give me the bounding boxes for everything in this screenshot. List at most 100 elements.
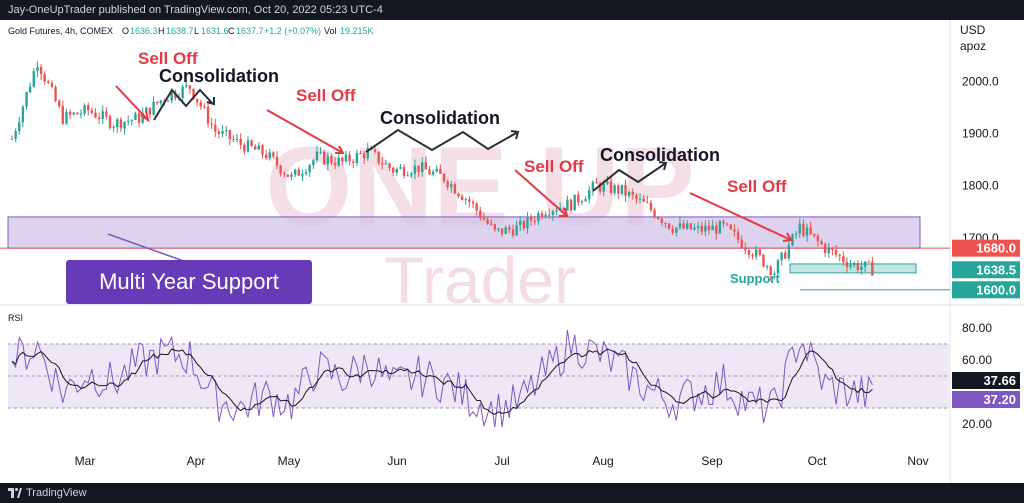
candle-body [304, 172, 308, 175]
candle-body [762, 254, 765, 267]
high-label: H [158, 26, 165, 36]
candle-body [540, 213, 544, 218]
candle-body [566, 199, 569, 211]
candle-body [635, 194, 638, 200]
candle-body [137, 113, 141, 123]
candle-body [624, 184, 627, 196]
candle-body [620, 184, 624, 194]
candle-body [126, 120, 130, 122]
candle-body [820, 241, 823, 245]
symbol-name: Gold Futures, 4h, COMEX [8, 26, 113, 36]
candle-body [609, 181, 613, 194]
publish-header: Jay-OneUpTrader published on TradingView… [0, 0, 1024, 20]
candle-body [511, 229, 515, 236]
resistance-tag-value: 1680.0 [976, 241, 1016, 256]
candle-body [293, 169, 297, 175]
candle-body [203, 106, 206, 108]
candle-body [827, 247, 831, 254]
candle-body [682, 223, 685, 229]
watermark-subtitle: Trader [384, 243, 576, 317]
candle-body [410, 173, 413, 176]
candle-body [57, 101, 61, 107]
candle-body [842, 256, 845, 263]
candle-body [667, 223, 671, 229]
candle-body [588, 190, 591, 200]
rsi-sma-tag: 37.66 [952, 372, 1020, 389]
candle-body [384, 163, 388, 165]
candle-body [867, 261, 870, 263]
rsi-sma-line [11, 348, 873, 415]
candle-body [718, 221, 722, 234]
candle-body [482, 218, 486, 220]
candle-body [853, 263, 856, 266]
time-axis-label: Jul [494, 454, 509, 468]
candle-body [192, 88, 195, 99]
candle-body [39, 66, 43, 75]
candle-body [377, 151, 380, 164]
candle-body [693, 227, 696, 230]
candle-body [250, 140, 253, 147]
volume-value: 19.215K [340, 26, 374, 36]
candle-body [141, 112, 144, 123]
candle-body [181, 86, 184, 98]
candle-body [863, 261, 867, 267]
candle-body [166, 100, 170, 102]
candle-body [642, 198, 645, 202]
candle-body [707, 225, 711, 231]
candle-body [845, 262, 849, 267]
candle-body [232, 139, 235, 141]
candle-body [424, 162, 428, 170]
candle-body [65, 111, 68, 124]
candle-body [813, 233, 816, 236]
rsi-value-tag: 37.20 [952, 391, 1020, 408]
candle-body [653, 209, 656, 218]
candle-body [758, 249, 762, 255]
candle-body [395, 168, 399, 173]
footer-brand: TradingView [26, 487, 87, 499]
consolidation-label-2: Consolidation [380, 108, 500, 128]
multi-year-support-label: Multi Year Support [99, 269, 279, 294]
candle-body [79, 113, 83, 115]
candle-body [366, 148, 369, 159]
candle-body [352, 161, 355, 163]
candle-body [214, 124, 217, 132]
candle-body [526, 216, 529, 229]
candle-body [101, 111, 104, 119]
candle-body [500, 228, 504, 234]
candle-body [834, 250, 838, 255]
open-value: 1636.3 [130, 26, 158, 36]
candle-body [76, 112, 79, 115]
candle-body [504, 227, 507, 234]
candle-body [435, 168, 438, 172]
close-value: 1637.7 [236, 26, 264, 36]
candle-body [275, 156, 279, 166]
candle-body [355, 153, 359, 163]
candle-body [156, 101, 159, 104]
candle-body [428, 169, 431, 175]
candle-body [301, 174, 304, 176]
unit-label: apoz [960, 39, 986, 53]
time-axis-label: Sep [701, 454, 723, 468]
candle-body [406, 175, 409, 177]
sell-off-arrow-1-head [140, 110, 150, 123]
candle-body [254, 146, 257, 150]
consolidation-arrowhead-2 [510, 130, 520, 140]
candle-body [112, 127, 115, 129]
sell-off-arrow-2 [266, 109, 344, 154]
candle-body [595, 182, 598, 184]
candle-body [47, 81, 50, 84]
candle-body [529, 216, 533, 221]
footer-bar: TradingView [0, 483, 1024, 503]
candle-body [573, 194, 576, 211]
candle-body [736, 231, 740, 240]
candle-body [704, 225, 707, 232]
candle-body [308, 165, 311, 173]
candle-body [696, 226, 700, 228]
multi-year-support-zone [7, 216, 921, 249]
candle-body [765, 266, 769, 268]
candle-body [475, 203, 478, 211]
price-chart[interactable]: ONE UP Trader Gold Futures, 4h, COMEX O … [0, 20, 1024, 483]
sell-off-arrow-2-head [335, 145, 345, 154]
candle-body [551, 211, 555, 216]
candle-body [871, 261, 874, 276]
